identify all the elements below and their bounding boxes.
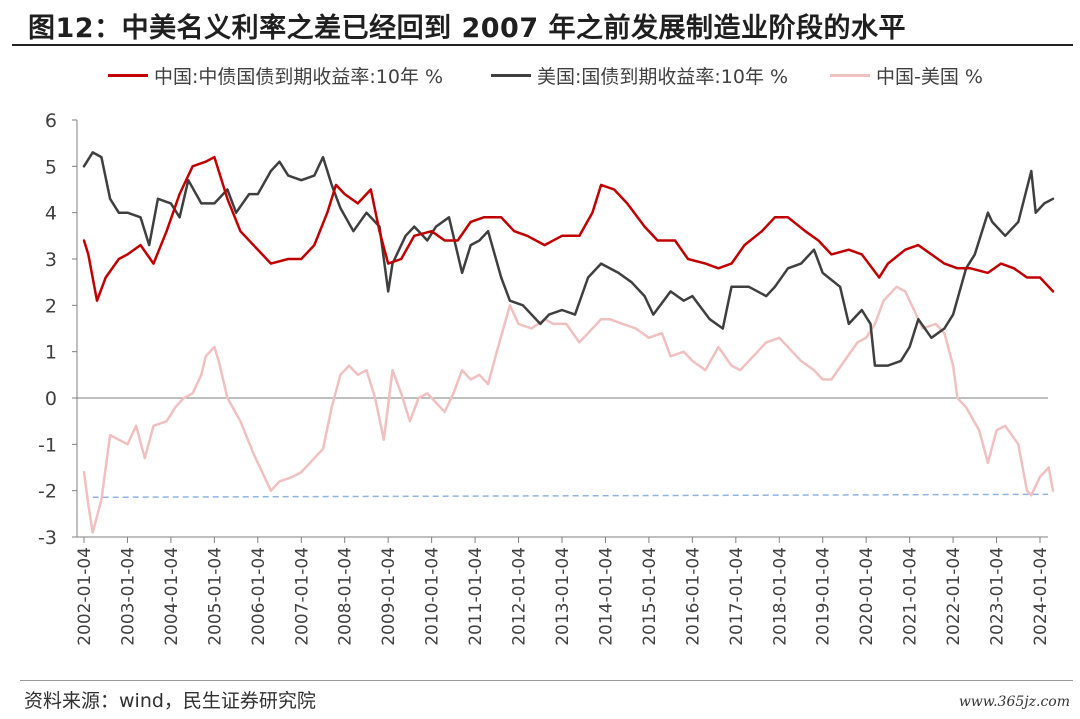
x-tick-label: 2005-01-04: [205, 547, 225, 646]
y-tick-label: -2: [38, 481, 57, 503]
legend-swatch-spread: [830, 74, 870, 77]
legend-item-china: 中国:中债国债到期收益率:10年 %: [108, 62, 443, 89]
y-tick-label: 6: [45, 110, 57, 132]
line-chart: 6 5 4 3 2 1 0 -1 -2 -3 2002-01-04 2003-01-04 2004-01…: [38, 110, 1055, 646]
reference-line: [92, 493, 1049, 499]
x-tick-label: 2021-01-04: [901, 547, 921, 646]
y-tick-label: 2: [45, 295, 57, 317]
figure-title: 图12：中美名义利率之差已经回到 2007 年之前发展制造业阶段的水平: [28, 13, 907, 44]
chart-legend: 中国:中债国债到期收益率:10年 % 美国:国债到期收益率:10年 % 中国-美…: [108, 62, 1048, 90]
china-series-line: [82, 155, 1055, 302]
y-tick-label: 0: [45, 388, 57, 410]
x-tick-label: 2007-01-04: [292, 547, 312, 646]
x-tick-label: 2017-01-04: [727, 547, 747, 646]
y-tick-label: 4: [45, 203, 57, 225]
spread-series-line: [82, 285, 1055, 534]
legend-swatch-us: [491, 74, 531, 77]
watermark: www.365jz.com: [958, 694, 1070, 710]
legend-label-us: 美国:国债到期收益率:10年 %: [537, 66, 789, 88]
x-tick-label: 2010-01-04: [423, 547, 443, 646]
x-tick-label: 2022-01-04: [944, 547, 964, 646]
legend-item-spread: 中国-美国 %: [830, 62, 983, 89]
x-tick-label: 2015-01-04: [640, 547, 660, 646]
x-tick-label: 2019-01-04: [814, 547, 834, 646]
source-divider: [20, 680, 1073, 681]
x-tick-label: 2016-01-04: [683, 547, 703, 646]
x-tick-label: 2018-01-04: [770, 547, 790, 646]
x-tick-label: 2024-01-04: [1031, 547, 1051, 646]
x-tick-label: 2008-01-04: [336, 547, 356, 646]
x-tick-label: 2009-01-04: [379, 547, 399, 646]
x-tick-label: 2023-01-04: [988, 547, 1008, 646]
x-tick-label: 2014-01-04: [596, 547, 616, 646]
legend-swatch-china: [108, 74, 148, 77]
legend-item-us: 美国:国债到期收益率:10年 %: [491, 62, 788, 89]
y-tick-label: 5: [45, 156, 57, 178]
y-tick-label: -1: [38, 434, 57, 456]
x-tick-label: 2013-01-04: [553, 547, 573, 646]
title-underline: [28, 44, 1073, 46]
y-tick-label: 1: [45, 342, 57, 364]
x-tick-label: 2004-01-04: [162, 547, 182, 646]
x-tick-label: 2006-01-04: [249, 547, 269, 646]
legend-label-china: 中国:中债国债到期收益率:10年 %: [154, 66, 444, 88]
y-tick-label: -3: [38, 527, 57, 549]
x-tick-label: 2003-01-04: [118, 547, 138, 646]
x-tick-label: 2020-01-04: [857, 547, 877, 646]
x-tick-label: 2011-01-04: [466, 547, 486, 646]
x-tick-label: 2002-01-04: [75, 547, 95, 646]
legend-label-spread: 中国-美国 %: [876, 66, 983, 88]
us-series-line: [82, 151, 1055, 367]
x-tick-label: 2012-01-04: [510, 547, 530, 646]
y-tick-label: 3: [45, 249, 57, 271]
source-note: 资料来源：wind，民生证券研究院: [24, 690, 316, 712]
title-underline-mark: [12, 44, 28, 46]
title-bar: 图12：中美名义利率之差已经回到 2007 年之前发展制造业阶段的水平: [0, 0, 1080, 50]
